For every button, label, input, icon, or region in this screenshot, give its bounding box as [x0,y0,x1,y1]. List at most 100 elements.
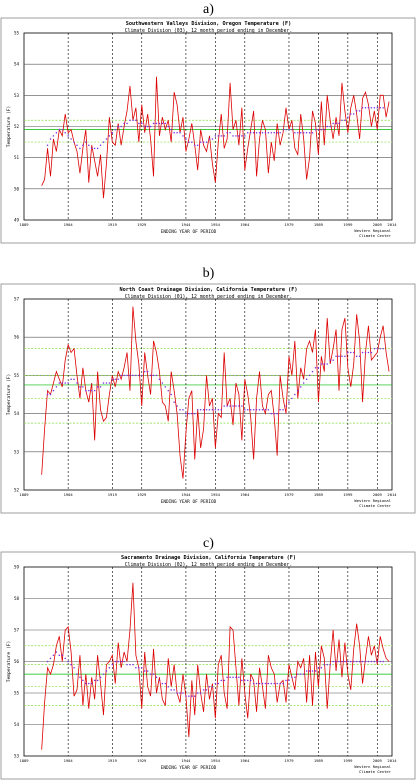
running-mean-point [244,679,246,682]
running-mean-point [129,374,131,377]
running-mean-point [143,370,146,373]
x-tick-label: 1979 [284,492,294,497]
running-mean-point [49,393,52,396]
running-mean-point [126,663,128,666]
running-mean-point [179,409,181,411]
x-tick-label: 1989 [314,758,324,763]
running-mean-point [93,679,96,682]
running-mean-point [158,679,161,682]
y-tick-label: 53 [14,449,20,454]
running-mean-point [246,679,249,682]
x-axis-label: ENDING YEAR OF PERIOD [161,765,217,771]
running-mean-point [344,660,346,663]
running-mean-point [244,135,246,137]
running-mean-point [88,682,90,685]
running-mean-point [364,351,367,354]
running-mean-point [199,692,202,694]
x-tick-label: 1904 [64,758,74,763]
running-mean-point [302,382,305,384]
running-mean-point [214,135,217,137]
running-mean-point [311,370,314,373]
running-mean-point [273,412,275,415]
running-mean-point [311,670,314,672]
running-mean-point [282,409,284,411]
chart-title: Southwestern Valleys Division, Oregon Te… [126,21,292,27]
running-mean-point [352,660,355,663]
running-mean-point [114,660,117,663]
running-mean-point [88,144,90,146]
running-mean-point [173,401,175,403]
running-mean-point [317,667,320,669]
x-tick-label: 1904 [64,492,74,497]
running-mean-point [64,131,66,134]
panel-label-c: c) [203,536,214,551]
running-mean-point [176,131,178,134]
chart-subtitle: Climate Division (01), 12 month period e… [125,294,293,300]
running-mean-point [194,695,196,697]
running-mean-point [126,374,128,377]
running-mean-point [382,660,384,663]
running-mean-point [199,409,202,411]
y-tick-label: 51 [14,155,20,160]
running-mean-point [255,131,258,134]
running-mean-point [173,131,175,134]
y-tick-label: 57 [14,628,20,633]
running-mean-point [73,378,75,380]
running-mean-point [335,122,337,125]
running-mean-point [373,660,376,663]
running-mean-point [176,692,178,694]
running-mean-point [188,412,190,415]
running-mean-point [188,141,190,143]
running-mean-point [161,122,164,125]
running-mean-point [320,128,323,131]
running-mean-point [373,107,376,109]
running-mean-point [64,382,66,384]
running-mean-point [152,122,155,125]
running-mean-point [258,682,261,685]
running-mean-point [249,409,252,411]
running-mean-point [299,131,302,134]
running-mean-point [241,679,243,682]
running-mean-point [361,660,364,663]
running-mean-series [46,651,384,697]
running-mean-point [223,679,225,682]
temperature-chart-c: Sacramento Drainage Division, California… [0,551,416,780]
x-tick-label: 1889 [19,492,29,497]
running-mean-point [326,363,328,365]
running-mean-point [350,113,352,115]
y-tick-label: 56 [14,659,20,664]
running-mean-point [170,689,172,691]
running-mean-point [302,673,305,675]
running-mean-point [305,131,308,134]
running-mean-point [246,409,249,411]
y-tick-label: 59 [14,565,20,570]
credit-line-2: Climate Center [359,233,392,238]
running-mean-point [161,382,164,384]
running-mean-point [70,138,72,140]
running-mean-point [123,374,125,377]
running-mean-point [208,138,211,140]
running-mean-point [182,135,184,137]
running-mean-point [344,119,346,122]
running-mean-point [202,409,205,411]
running-mean-point [238,676,240,678]
x-tick-label: 1944 [181,758,191,763]
running-mean-point [235,405,237,407]
running-mean-point [373,347,376,350]
running-mean-point [261,409,264,411]
running-mean-point [143,670,146,672]
running-mean-point [297,131,299,134]
running-mean-point [370,351,373,354]
running-mean-point [379,347,381,350]
running-mean-point [279,409,281,411]
running-mean-point [102,382,105,384]
running-mean-point [120,660,122,663]
running-mean-point [249,131,252,134]
running-mean-point [46,144,49,146]
running-mean-point [141,122,143,125]
running-mean-point [332,359,334,361]
running-mean-point [138,122,140,125]
running-mean-point [255,682,258,685]
running-mean-point [229,131,231,134]
running-mean-point [226,405,228,407]
